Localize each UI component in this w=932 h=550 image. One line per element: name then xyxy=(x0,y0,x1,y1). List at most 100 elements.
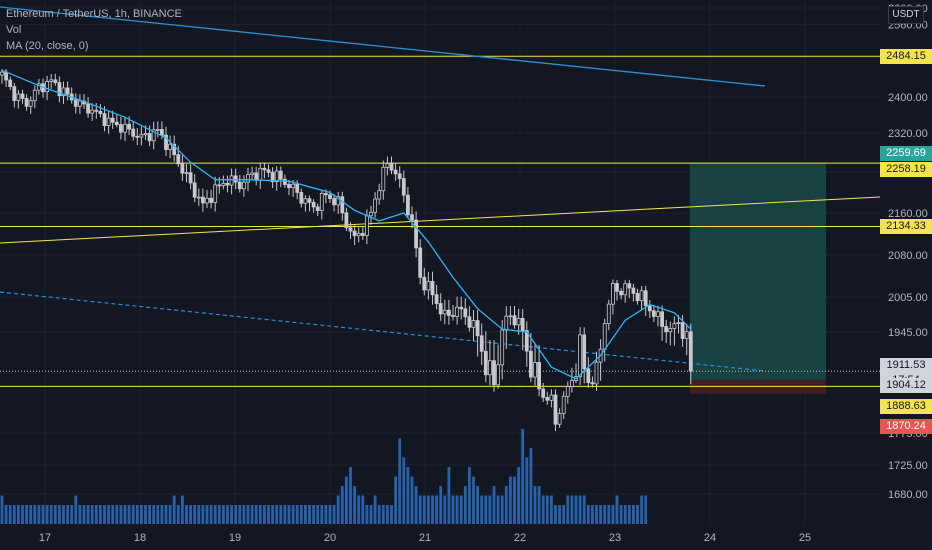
volume-bar xyxy=(480,495,484,524)
volume-bar xyxy=(627,505,631,524)
candle-body xyxy=(282,178,287,185)
candle-body xyxy=(348,227,353,232)
volume-bar xyxy=(164,505,168,524)
volume-bar xyxy=(533,486,537,524)
candle-body xyxy=(369,211,373,217)
candle-body xyxy=(4,71,8,81)
candle-body xyxy=(86,103,90,114)
volume-bar xyxy=(476,486,479,524)
candle-body xyxy=(565,386,570,397)
candle-body xyxy=(143,133,148,136)
volume-bar xyxy=(328,505,332,524)
volume-bar xyxy=(324,505,328,524)
candle-body xyxy=(151,129,156,142)
candle-body xyxy=(229,175,234,186)
candle-body xyxy=(512,315,517,326)
volume-bar xyxy=(607,505,611,524)
volume-bar xyxy=(599,505,602,524)
candle-body xyxy=(471,320,476,328)
candle-body xyxy=(258,167,263,181)
volume-bar xyxy=(181,495,184,524)
volume-bar xyxy=(312,505,315,524)
price-tag[interactable]: 1870.24 xyxy=(880,419,932,435)
price-tag[interactable]: 1904.12 xyxy=(880,378,932,394)
price-tag[interactable]: 2134.33 xyxy=(880,218,932,234)
volume-bar xyxy=(287,505,291,524)
volume-bar xyxy=(12,505,16,524)
volume-bar xyxy=(488,495,492,524)
candle-body xyxy=(196,196,201,199)
volume-bar xyxy=(603,505,607,524)
candle-body xyxy=(483,350,488,376)
volume-bar xyxy=(357,495,361,524)
price-tag[interactable]: 1911.53 xyxy=(880,357,932,373)
x-tick-label: 22 xyxy=(514,532,526,544)
candle-body xyxy=(405,194,410,216)
volume-bar xyxy=(62,505,65,524)
volume-bar xyxy=(222,505,225,524)
currency-badge[interactable]: USDT xyxy=(888,6,924,24)
volume-bar xyxy=(316,505,320,524)
y-tick-label: 2400.00 xyxy=(888,92,928,104)
candle-body xyxy=(570,380,574,387)
price-tag[interactable]: 2259.69 xyxy=(880,145,932,161)
candle-body xyxy=(430,280,435,296)
volume-bar xyxy=(468,467,471,524)
candle-body xyxy=(28,100,33,107)
trend-line-dashed xyxy=(0,291,766,372)
candle-body xyxy=(225,182,230,186)
candle-body xyxy=(680,322,685,339)
candle-body xyxy=(65,87,70,95)
volume-bar xyxy=(373,495,377,524)
price-tag[interactable]: 2258.19 xyxy=(880,161,932,177)
volume-bar xyxy=(406,467,410,524)
candle-body xyxy=(578,334,582,378)
ma-line xyxy=(1,69,692,380)
candle-body xyxy=(422,276,427,291)
y-tick-label: 2160.00 xyxy=(888,208,928,220)
candle-body xyxy=(631,287,636,294)
volume-bar xyxy=(340,486,344,524)
candle-body xyxy=(106,117,111,126)
candle-body xyxy=(12,86,17,101)
volume-bar xyxy=(529,448,533,524)
candle-body xyxy=(192,182,197,198)
candle-body xyxy=(364,215,369,236)
volume-bar xyxy=(119,505,123,524)
volume-indicator-label[interactable]: Vol xyxy=(6,24,22,36)
price-tag[interactable]: 1888.63 xyxy=(880,398,932,414)
trend-line-ascending xyxy=(0,196,881,244)
volume-bar xyxy=(422,495,426,524)
candle-body xyxy=(102,113,107,126)
candle-body xyxy=(110,117,115,123)
candle-body xyxy=(328,194,332,199)
volume-bar xyxy=(320,505,324,524)
volume-bar xyxy=(168,505,172,524)
candle-body xyxy=(278,170,283,180)
candle-body xyxy=(241,181,246,190)
candle-body xyxy=(426,280,431,291)
volume-bar xyxy=(213,505,217,524)
candle-body xyxy=(172,143,177,156)
candle-body xyxy=(385,163,390,168)
price-tag[interactable]: 2484.15 xyxy=(880,48,932,64)
candle-body xyxy=(508,315,513,318)
volume-bar xyxy=(127,505,131,524)
candle-body xyxy=(360,232,365,236)
candle-body xyxy=(311,201,316,208)
candle-body xyxy=(114,121,119,125)
candle-body xyxy=(381,166,386,192)
volume-bar xyxy=(107,505,110,524)
volume-bar xyxy=(369,505,373,524)
volume-bar xyxy=(37,505,41,524)
candle-body xyxy=(656,311,660,317)
candle-body xyxy=(73,99,78,107)
volume-bar xyxy=(189,505,192,524)
volume-bar xyxy=(431,495,434,524)
volume-bar xyxy=(345,476,348,524)
candle-body xyxy=(602,323,607,350)
symbol-title[interactable]: Ethereum / TetherUS, 1h, BINANCE xyxy=(6,8,182,20)
ma-indicator-label[interactable]: MA (20, close, 0) xyxy=(6,40,89,52)
candle-body xyxy=(287,184,291,189)
